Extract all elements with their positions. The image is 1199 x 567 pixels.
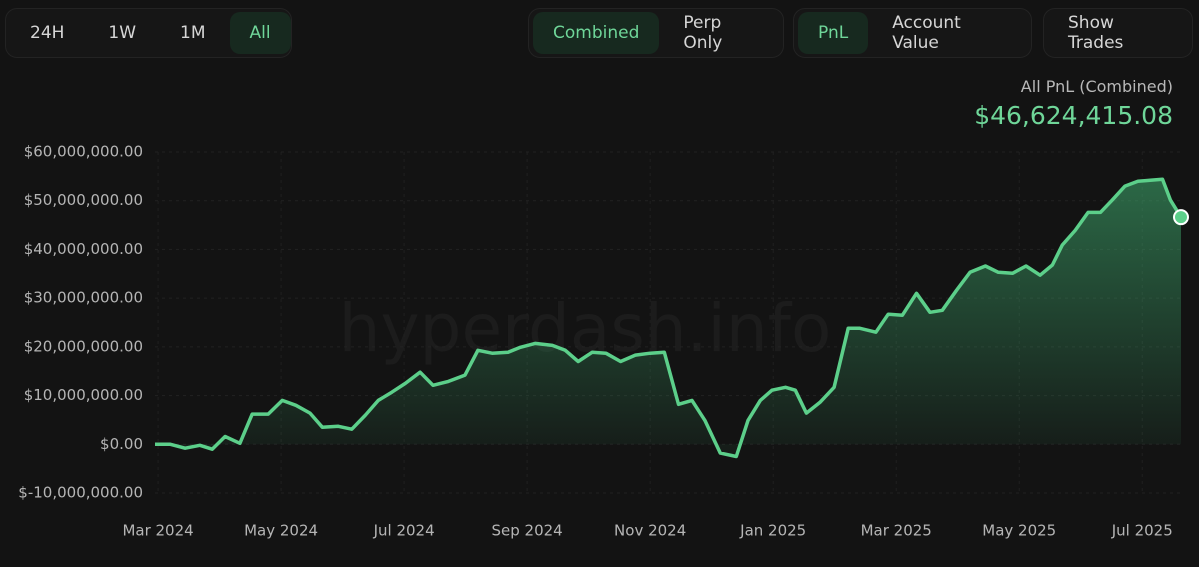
y-tick-label: $50,000,000.00 xyxy=(24,191,143,209)
range-button[interactable]: All xyxy=(229,12,291,54)
y-tick-label: $60,000,000.00 xyxy=(24,143,143,161)
watermark: hyperdash.info xyxy=(339,290,832,367)
x-tick-label: Jul 2025 xyxy=(1111,522,1173,540)
y-tick-label: $0.00 xyxy=(100,435,143,453)
y-tick-label: $40,000,000.00 xyxy=(24,240,143,258)
x-tick-label: Mar 2025 xyxy=(861,522,932,540)
y-tick-label: $10,000,000.00 xyxy=(24,386,143,404)
metric-button[interactable]: PnL xyxy=(798,12,869,54)
y-tick-label: $-10,000,000.00 xyxy=(18,484,143,502)
mode-group: Combined Perp Only xyxy=(528,8,784,58)
end-point xyxy=(1173,209,1189,226)
show-trades-button[interactable]: Show Trades xyxy=(1068,13,1124,53)
trades-group: Show Trades xyxy=(1043,8,1193,58)
y-tick-label: $30,000,000.00 xyxy=(24,289,143,307)
mode-button[interactable]: Combined xyxy=(533,12,660,54)
area xyxy=(155,179,1181,457)
y-tick-label: $20,000,000.00 xyxy=(24,337,143,355)
metric-group: PnL Account Value xyxy=(793,8,1032,58)
x-tick-label: Nov 2024 xyxy=(614,522,686,540)
metric-button[interactable]: Account Value xyxy=(892,13,961,53)
range-group: 24H 1W 1M All xyxy=(5,8,292,58)
summary-value: $46,624,415.08 xyxy=(974,101,1173,130)
range-button[interactable]: 1M xyxy=(180,23,206,43)
range-button[interactable]: 1W xyxy=(108,23,137,43)
x-tick-label: May 2025 xyxy=(982,522,1056,540)
x-tick-label: Jul 2024 xyxy=(373,522,435,540)
x-tick-label: Jan 2025 xyxy=(739,522,806,540)
range-button[interactable]: 24H xyxy=(30,23,65,43)
summary-label: All PnL (Combined) xyxy=(1020,77,1173,96)
x-tick-label: Mar 2024 xyxy=(122,522,193,540)
x-tick-label: Sep 2024 xyxy=(492,522,563,540)
line xyxy=(155,177,1183,459)
x-tick-label: May 2024 xyxy=(244,522,318,540)
mode-button[interactable]: Perp Only xyxy=(683,13,723,53)
